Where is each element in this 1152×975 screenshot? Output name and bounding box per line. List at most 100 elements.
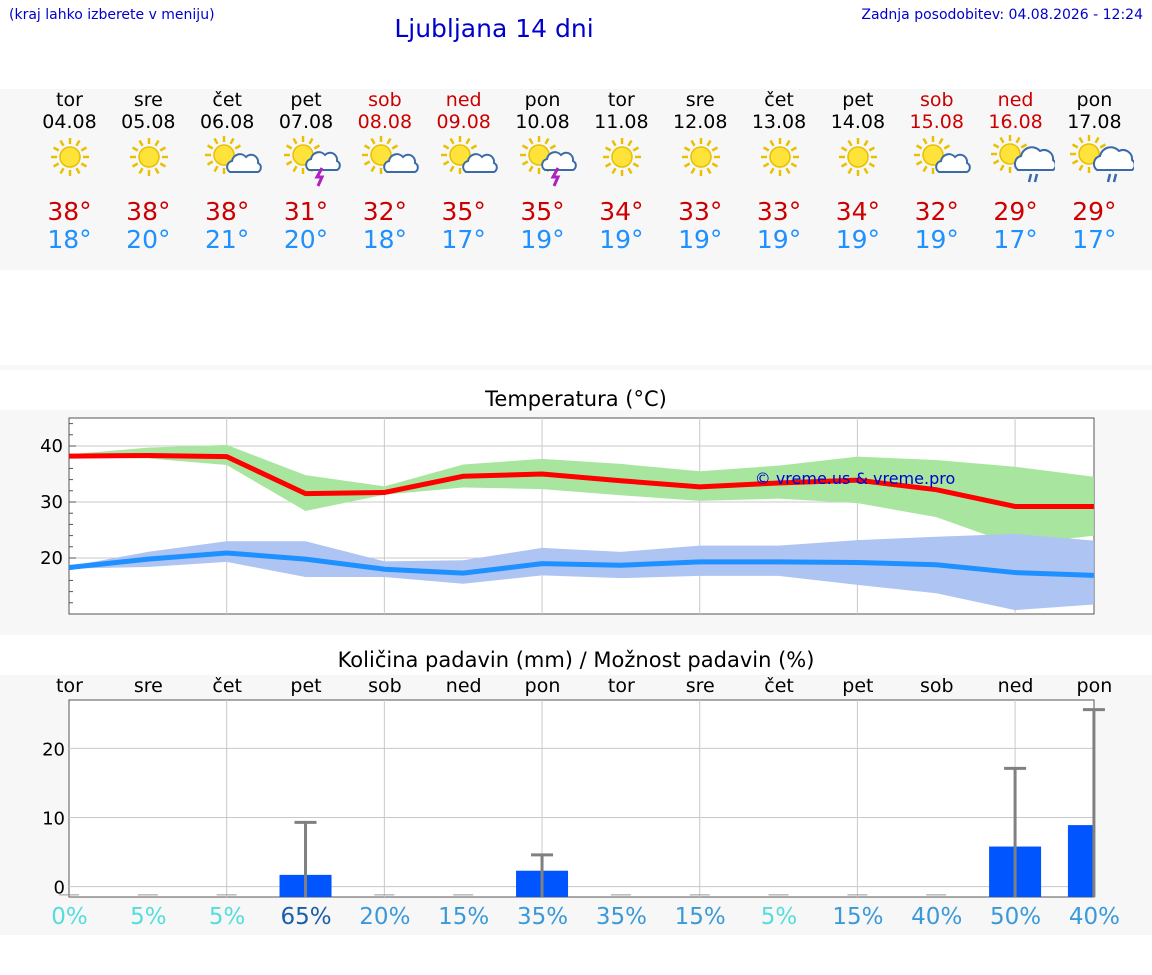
precip-chance: 0% — [51, 904, 88, 930]
min-temp: 17° — [441, 225, 486, 254]
precip-day-label: sre — [685, 675, 715, 697]
sun-icon — [30, 130, 109, 198]
last-update: Zadnja posodobitev: 04.08.2026 - 12:24 — [861, 7, 1143, 23]
sun-cloud-icon — [345, 130, 424, 198]
precip-day-label: pet — [290, 675, 322, 697]
min-temp: 19° — [678, 225, 723, 254]
precip-day-label: sob — [919, 675, 954, 697]
sun-rain-icon — [1055, 130, 1136, 198]
day-date: 08.08 — [357, 111, 413, 133]
precip-bar — [1067, 825, 1094, 897]
day-name: sob — [919, 89, 954, 111]
day-date: 14.08 — [830, 111, 886, 133]
y-tick-label: 40 — [40, 436, 63, 457]
day-name: tor — [607, 89, 635, 111]
precip-chance: 5% — [208, 904, 246, 930]
precip-day-label: ned — [445, 675, 482, 697]
max-temp: 31° — [283, 197, 329, 226]
sun-cloud-icon — [424, 130, 503, 198]
min-temp: 19° — [599, 225, 644, 254]
day-date: 17.08 — [1067, 111, 1122, 133]
day-name: čet — [764, 89, 794, 111]
min-temp: 20° — [283, 225, 329, 254]
sun-icon — [109, 130, 188, 198]
min-temp: 18° — [362, 225, 408, 254]
max-temp: 33° — [678, 197, 723, 226]
max-temp: 38° — [205, 197, 250, 226]
day-name: pet — [842, 89, 874, 111]
y-tick-label: 20 — [42, 739, 65, 760]
sun-icon — [661, 130, 740, 198]
day-name: tor — [56, 89, 83, 111]
min-temp: 20° — [126, 225, 171, 254]
min-temp: 17° — [1072, 225, 1117, 254]
precip-chance: 35% — [516, 904, 569, 930]
max-temp: 32° — [914, 197, 959, 226]
page-title: Ljubljana 14 dni — [394, 14, 594, 43]
precipitation-chart: 0 10 20 — [42, 699, 1105, 899]
precip-chance: 50% — [990, 904, 1042, 930]
min-temp: 17° — [993, 225, 1038, 254]
precip-day-label: pon — [1076, 675, 1113, 697]
temperature-chart: 20 30 40 © vreme.us & vreme.pro — [40, 417, 1095, 615]
day-date: 05.08 — [121, 111, 176, 133]
precip-day-label: pet — [842, 675, 874, 697]
sun-storm-icon — [267, 130, 346, 198]
precip-day-label: tor — [56, 675, 83, 697]
sun-rain-icon — [976, 130, 1057, 198]
sun-cloud-icon — [188, 130, 267, 198]
day-date: 12.08 — [673, 111, 728, 133]
min-temp: 19° — [914, 225, 959, 254]
precip-chance: 5% — [760, 904, 798, 930]
max-temp: 32° — [362, 197, 408, 226]
precip-day-label: pon — [524, 675, 561, 697]
day-date: 15.08 — [909, 111, 964, 133]
sun-storm-icon — [503, 130, 582, 198]
max-temp: 29° — [993, 197, 1038, 226]
precip-chart-title: Količina padavin (mm) / Možnost padavin … — [337, 648, 815, 672]
precip-chance: 40% — [911, 904, 963, 930]
sun-cloud-icon — [897, 130, 976, 198]
precip-chance: 15% — [674, 904, 726, 930]
day-name: pon — [1076, 89, 1113, 111]
day-name: sob — [368, 89, 402, 111]
day-name: sre — [133, 89, 163, 111]
precip-day-label: sob — [368, 675, 402, 697]
day-date: 07.08 — [278, 111, 334, 133]
precip-chance: 15% — [438, 904, 490, 930]
temperature-chart-title: Temperatura (°C) — [485, 387, 667, 411]
precip-day-label: sre — [133, 675, 163, 697]
max-temp: 38° — [126, 197, 171, 226]
y-tick-label: 10 — [42, 809, 65, 830]
min-temp-range-band — [69, 533, 1094, 611]
max-temp: 29° — [1072, 197, 1117, 226]
max-temp: 34° — [835, 197, 881, 226]
day-name: pon — [524, 89, 561, 111]
day-name: čet — [212, 89, 242, 111]
sun-icon — [740, 130, 819, 198]
max-temp: 33° — [756, 197, 802, 226]
min-temp: 18° — [47, 225, 92, 254]
precip-chance: 40% — [1068, 904, 1120, 930]
max-temp: 35° — [520, 197, 565, 226]
forecast-panel — [0, 89, 1152, 270]
precip-chance: 5% — [130, 904, 167, 930]
max-temp-range-band — [69, 444, 1094, 546]
plot-area — [68, 699, 1095, 898]
sun-icon — [818, 130, 897, 198]
day-name: sre — [685, 89, 715, 111]
precip-day-label: ned — [997, 675, 1034, 697]
max-temp-line — [68, 453, 1094, 509]
min-temp-line — [68, 550, 1095, 578]
day-date: 10.08 — [515, 111, 570, 133]
y-tick-label: 30 — [40, 492, 63, 513]
min-temp: 21° — [205, 225, 250, 254]
precip-chance: 65% — [280, 904, 332, 930]
day-name: pet — [290, 89, 322, 111]
precip-chance: 20% — [359, 904, 411, 930]
day-name: ned — [445, 89, 482, 111]
day-date: 06.08 — [199, 111, 255, 133]
min-temp: 19° — [835, 225, 881, 254]
menu-hint: (kraj lahko izberete v meniju) — [9, 7, 215, 23]
day-date: 16.08 — [988, 111, 1043, 133]
